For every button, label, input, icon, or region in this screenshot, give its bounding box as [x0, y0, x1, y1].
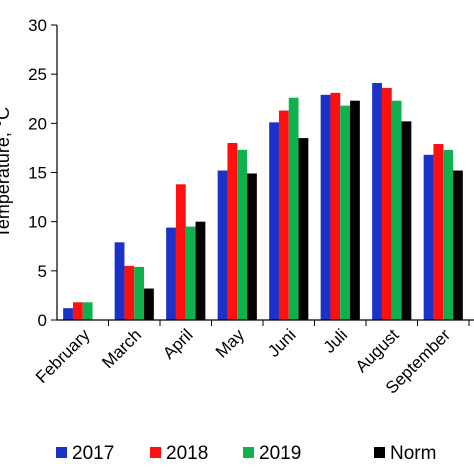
bar-norm-may: [247, 173, 257, 320]
bar-2017-juni: [269, 122, 279, 320]
x-tick-label: Juni: [264, 325, 299, 360]
legend: 2017 2018 2019 Norm: [56, 443, 436, 464]
bar-2017-may: [217, 170, 228, 320]
x-tick-label: February: [32, 325, 94, 387]
bar-2018-juli: [330, 92, 341, 320]
y-tick-label: 20: [28, 114, 47, 133]
bar-norm-september: [453, 170, 463, 320]
bar-2019-september: [443, 149, 454, 320]
bar-norm-juli: [350, 100, 360, 320]
y-tick-label: 30: [28, 16, 47, 35]
bar-2017-march: [114, 242, 125, 320]
legend-swatch-norm: [374, 447, 385, 458]
y-tick-label: 5: [38, 262, 47, 281]
y-tick-label: 0: [38, 311, 47, 330]
bar-2017-february: [63, 308, 73, 320]
x-tick-label: April: [159, 325, 196, 362]
legend-swatch-2017: [56, 447, 67, 458]
bar-norm-march: [144, 288, 154, 320]
x-tick-label: May: [212, 325, 248, 361]
y-axis-label: Temperature, °C: [0, 107, 13, 238]
y-tick-label: 25: [28, 65, 47, 84]
y-axis-label-group: Temperature, °C: [0, 107, 13, 238]
y-axis-ticks: 0 5 10 15 20 25 30: [28, 16, 57, 330]
bar-2017-juli: [320, 94, 331, 320]
bar-2019-march: [134, 266, 145, 320]
legend-label-2018: 2018: [166, 443, 208, 464]
bars: [63, 83, 463, 321]
bar-2019-juni: [288, 97, 299, 321]
bar-norm-august: [401, 121, 412, 320]
y-tick-label: 15: [28, 164, 47, 183]
legend-label-2017: 2017: [72, 443, 114, 464]
legend-swatch-2019: [243, 447, 254, 458]
x-tick-label: Juli: [320, 325, 351, 356]
bar-2018-juni: [278, 110, 289, 320]
bar-norm-april: [195, 221, 206, 320]
bar-2019-august: [391, 100, 402, 320]
bar-2018-february: [72, 302, 83, 320]
x-tick-label: March: [98, 325, 145, 372]
bar-norm-juni: [298, 138, 309, 320]
legend-swatch-2018: [150, 447, 161, 458]
bar-2018-september: [433, 143, 444, 320]
x-axis-ticks: February March April May Juni Juli AugustSepte…: [32, 325, 454, 398]
axes: [56, 25, 474, 326]
bar-2019-april: [185, 226, 196, 320]
bar-2018-august: [381, 87, 392, 320]
y-tick-label: 10: [28, 213, 47, 232]
bar-2017-september: [423, 154, 434, 320]
bar-2018-april: [175, 184, 186, 320]
bar-2017-april: [166, 227, 176, 320]
legend-label-norm: Norm: [390, 443, 436, 464]
bar-2018-may: [227, 143, 238, 320]
x-tick-label: August: [352, 325, 403, 376]
bar-2019-february: [82, 302, 93, 320]
bar-2019-juli: [340, 105, 351, 320]
bar-2017-august: [372, 83, 382, 321]
bar-2019-may: [237, 149, 248, 320]
legend-label-2019: 2019: [259, 443, 301, 464]
bar-2018-march: [124, 265, 135, 320]
